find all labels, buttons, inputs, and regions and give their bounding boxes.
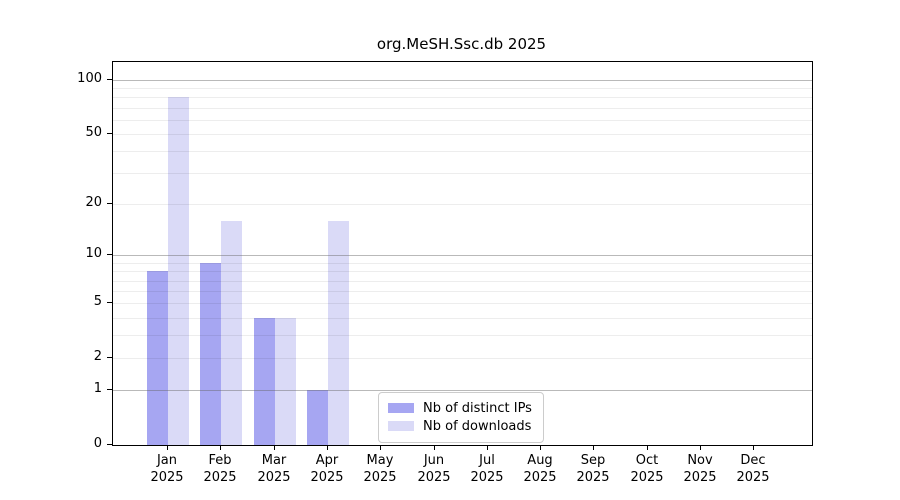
gridline-minor-60 xyxy=(113,120,812,121)
bar-nb-of-downloads-feb xyxy=(221,220,243,445)
y-tick-label-5: 5 xyxy=(93,294,102,309)
y-tick-100 xyxy=(107,79,112,80)
y-tick-2 xyxy=(107,357,112,358)
legend-item-distinct-ips: Nb of distinct IPs xyxy=(388,400,534,416)
x-tick-may xyxy=(380,445,381,450)
y-tick-label-0: 0 xyxy=(93,436,102,451)
bar-nb-of-distinct-ips-feb xyxy=(200,262,222,445)
gridline-minor-80 xyxy=(113,97,812,98)
gridline-minor-30 xyxy=(113,173,812,174)
legend-label-downloads: Nb of downloads xyxy=(423,418,532,434)
bar-nb-of-downloads-apr xyxy=(327,220,349,445)
bar-nb-of-distinct-ips-mar xyxy=(253,317,275,445)
y-tick-label-20: 20 xyxy=(85,195,102,210)
bar-nb-of-downloads-jan xyxy=(168,97,189,445)
bar-nb-of-distinct-ips-jan xyxy=(147,271,168,445)
x-tick-label-apr: Apr 2025 xyxy=(310,453,344,485)
x-tick-label-aug: Aug 2025 xyxy=(523,453,557,485)
x-tick-dec xyxy=(753,445,754,450)
y-tick-10 xyxy=(107,254,112,255)
gridline-minor-70 xyxy=(113,108,812,109)
x-tick-jun xyxy=(434,445,435,450)
x-tick-label-feb: Feb 2025 xyxy=(203,453,237,485)
y-tick-label-100: 100 xyxy=(77,71,102,86)
bar-nb-of-distinct-ips-apr xyxy=(306,390,328,445)
x-tick-apr xyxy=(327,445,328,450)
y-tick-5 xyxy=(107,302,112,303)
y-tick-50 xyxy=(107,133,112,134)
x-tick-label-nov: Nov 2025 xyxy=(683,453,717,485)
gridline-major-10 xyxy=(113,255,812,256)
x-tick-label-jun: Jun 2025 xyxy=(417,453,451,485)
y-tick-1 xyxy=(107,389,112,390)
legend-item-downloads: Nb of downloads xyxy=(388,418,534,434)
x-tick-oct xyxy=(647,445,648,450)
gridline-minor-90 xyxy=(113,88,812,89)
y-tick-0 xyxy=(107,444,112,445)
legend: Nb of distinct IPs Nb of downloads xyxy=(378,392,544,443)
x-tick-sep xyxy=(593,445,594,450)
y-tick-label-2: 2 xyxy=(93,349,102,364)
gridline-minor-40 xyxy=(113,151,812,152)
x-tick-label-dec: Dec 2025 xyxy=(736,453,770,485)
gridline-minor-50 xyxy=(113,134,812,135)
bar-nb-of-downloads-mar xyxy=(274,317,296,445)
x-tick-nov xyxy=(700,445,701,450)
x-tick-jan xyxy=(167,445,168,450)
legend-swatch-distinct-ips xyxy=(388,403,414,413)
x-tick-label-may: May 2025 xyxy=(363,453,397,485)
y-tick-20 xyxy=(107,203,112,204)
y-tick-label-50: 50 xyxy=(85,125,102,140)
x-tick-aug xyxy=(540,445,541,450)
gridline-minor-20 xyxy=(113,204,812,205)
chart-title: org.MeSH.Ssc.db 2025 xyxy=(376,35,547,53)
x-tick-label-oct: Oct 2025 xyxy=(630,453,664,485)
x-tick-label-jan: Jan 2025 xyxy=(150,453,184,485)
x-tick-feb xyxy=(220,445,221,450)
legend-swatch-downloads xyxy=(388,421,414,431)
x-tick-label-mar: Mar 2025 xyxy=(257,453,291,485)
x-tick-jul xyxy=(487,445,488,450)
plot-area: Nb of distinct IPs Nb of downloads xyxy=(112,61,813,446)
x-tick-mar xyxy=(274,445,275,450)
y-tick-label-1: 1 xyxy=(93,381,102,396)
gridline-major-100 xyxy=(113,80,812,81)
legend-label-distinct-ips: Nb of distinct IPs xyxy=(423,400,532,416)
x-tick-label-sep: Sep 2025 xyxy=(576,453,610,485)
y-tick-label-10: 10 xyxy=(85,246,102,261)
x-tick-label-jul: Jul 2025 xyxy=(470,453,504,485)
